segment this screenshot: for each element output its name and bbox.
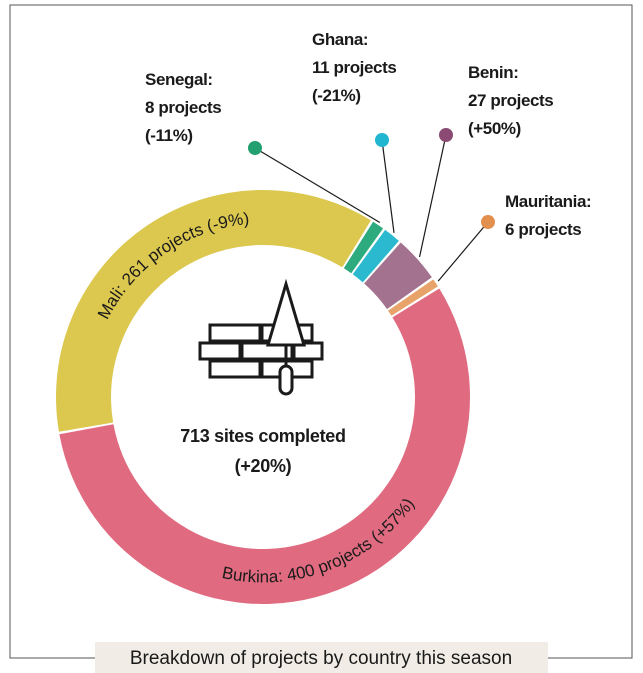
icon [198, 278, 324, 396]
callout-label: Mauritania: [505, 192, 591, 211]
center-label: 713 sites completed [180, 426, 345, 446]
caption-box [95, 642, 548, 673]
callout-label: Benin: [468, 63, 518, 82]
donut-segment [59, 288, 471, 605]
donut-segment [388, 279, 438, 316]
callout-dot [375, 133, 389, 147]
caption: Breakdown of projects by country this se… [130, 648, 512, 669]
leader-line [381, 139, 395, 233]
callout-label: 8 projects [145, 98, 221, 117]
callout-label: Senegal: [145, 70, 213, 89]
callout-label: 6 projects [505, 220, 581, 239]
center-label: (+20%) [235, 456, 292, 476]
callout-label: Ghana: [312, 30, 368, 49]
donut-segment [343, 221, 384, 274]
donut-segment [364, 242, 432, 310]
callout-dot [248, 141, 262, 155]
callout-label: 27 projects [468, 91, 553, 110]
frame [9, 4, 633, 659]
leader-line [437, 221, 489, 282]
leader-line [254, 147, 381, 224]
callout-label: (+50%) [468, 119, 521, 138]
callout-dot [481, 215, 495, 229]
callout-label: 11 projects [312, 58, 396, 77]
donut-segment [352, 229, 399, 283]
callout-dot [439, 128, 453, 142]
callout-label: (-11%) [145, 126, 193, 145]
donut-segment [55, 189, 371, 432]
leader-line [418, 134, 447, 258]
callout-label: (-21%) [312, 86, 361, 105]
